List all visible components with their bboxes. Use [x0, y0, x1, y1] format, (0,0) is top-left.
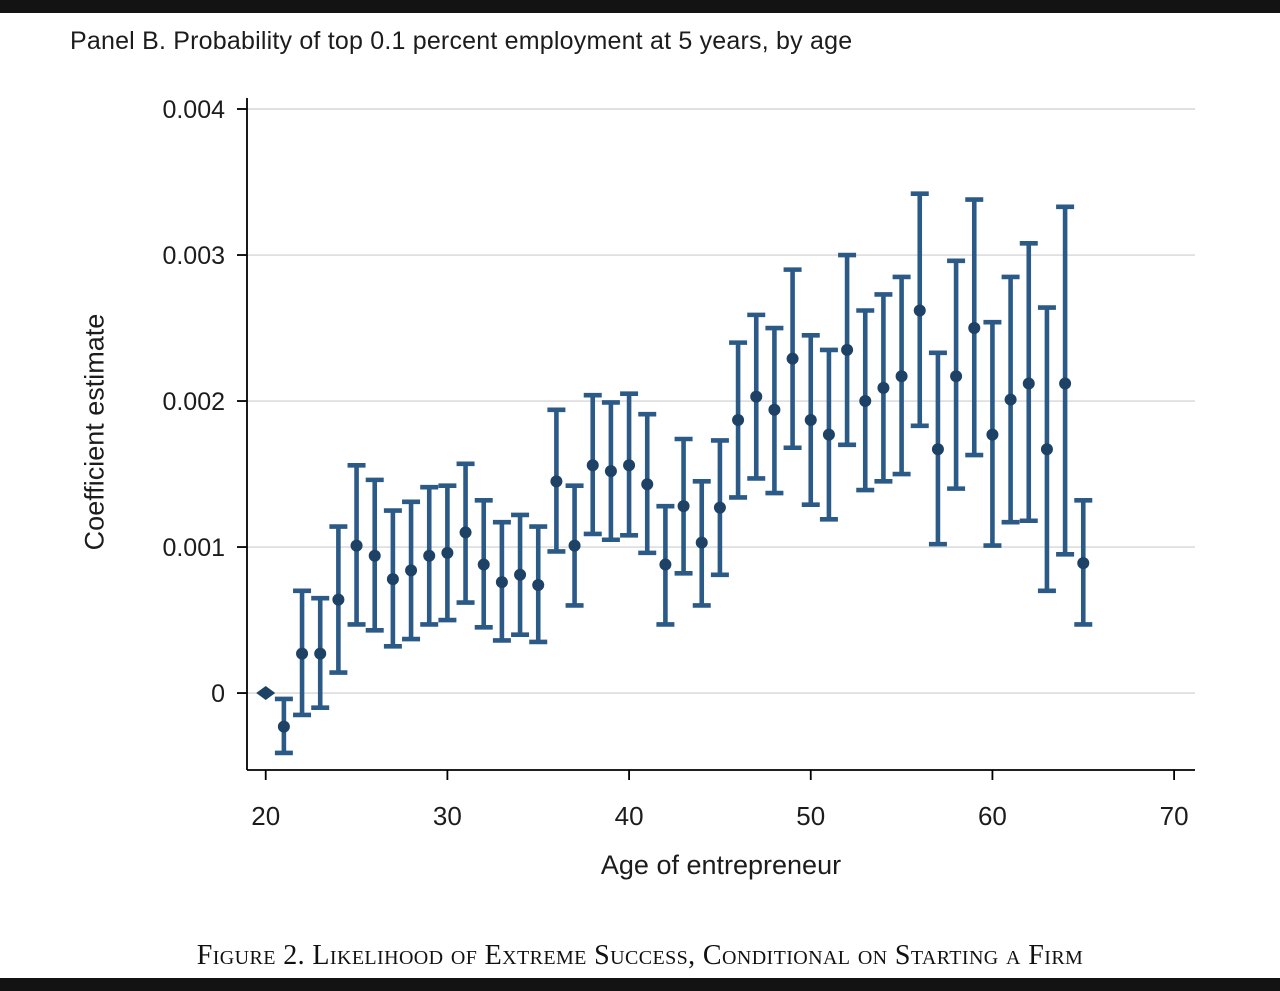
x-axis-title: Age of entrepreneur [600, 850, 842, 880]
panel-title: Panel B. Probability of top 0.1 percent … [70, 27, 853, 55]
point-marker [296, 647, 309, 660]
letterbox-bottom-bar [0, 978, 1280, 991]
point-marker [441, 546, 454, 559]
y-tick-label: 0.002 [162, 388, 225, 416]
point-marker [332, 593, 345, 606]
point-marker [822, 428, 835, 441]
point-marker [695, 536, 708, 549]
point-marker [459, 526, 472, 539]
point-marker [732, 414, 745, 427]
figure-caption: Figure 2. Likelihood of Extreme Success,… [196, 940, 1084, 971]
point-marker [913, 304, 926, 317]
point-marker [1040, 443, 1053, 456]
point-marker [713, 501, 726, 514]
point-marker [386, 573, 399, 586]
x-tick-label: 70 [1160, 801, 1189, 831]
letterbox-top-bar [0, 0, 1280, 13]
point-marker [859, 395, 872, 408]
y-tick-label: 0.004 [162, 96, 225, 124]
point-marker [659, 558, 672, 571]
point-marker [1059, 377, 1072, 390]
x-tick-label: 30 [433, 801, 462, 831]
y-tick-label: 0 [211, 680, 225, 708]
y-tick-label: 0.001 [162, 534, 225, 562]
point-marker [277, 720, 290, 733]
point-marker [895, 370, 908, 383]
point-marker [568, 539, 581, 552]
point-marker [514, 568, 527, 581]
point-marker [750, 390, 763, 403]
point-marker [841, 343, 854, 356]
x-tick-label: 20 [251, 801, 280, 831]
point-marker [877, 381, 890, 394]
x-tick-label: 50 [796, 801, 825, 831]
point-marker [423, 549, 436, 562]
point-marker [986, 428, 999, 441]
point-marker [350, 539, 363, 552]
point-marker [550, 475, 563, 488]
point-marker [314, 647, 327, 660]
x-tick-label: 40 [615, 801, 644, 831]
point-marker [641, 478, 654, 491]
point-marker [1004, 393, 1017, 406]
y-tick-label: 0.003 [162, 242, 225, 270]
point-marker [604, 465, 617, 478]
point-marker [968, 322, 981, 335]
point-marker [1077, 557, 1090, 570]
coefficient-plot: 0 0.001 0.002 0.003 0.004 20 30 40 50 60 70 [162, 96, 1195, 831]
point-marker [368, 549, 381, 562]
point-marker [586, 459, 599, 472]
point-marker [477, 558, 490, 571]
point-marker [532, 579, 545, 592]
point-marker [495, 576, 508, 589]
x-tick-label: 60 [978, 801, 1007, 831]
y-axis-title: Coefficient estimate [79, 313, 110, 551]
point-marker [950, 370, 963, 383]
point-marker [931, 443, 944, 456]
point-marker [1022, 377, 1035, 390]
point-marker [405, 564, 418, 577]
point-marker [786, 352, 799, 365]
point-marker [623, 459, 636, 472]
reference-point-marker [256, 686, 276, 701]
point-marker [804, 414, 817, 427]
point-marker [768, 403, 781, 416]
point-marker [677, 500, 690, 513]
